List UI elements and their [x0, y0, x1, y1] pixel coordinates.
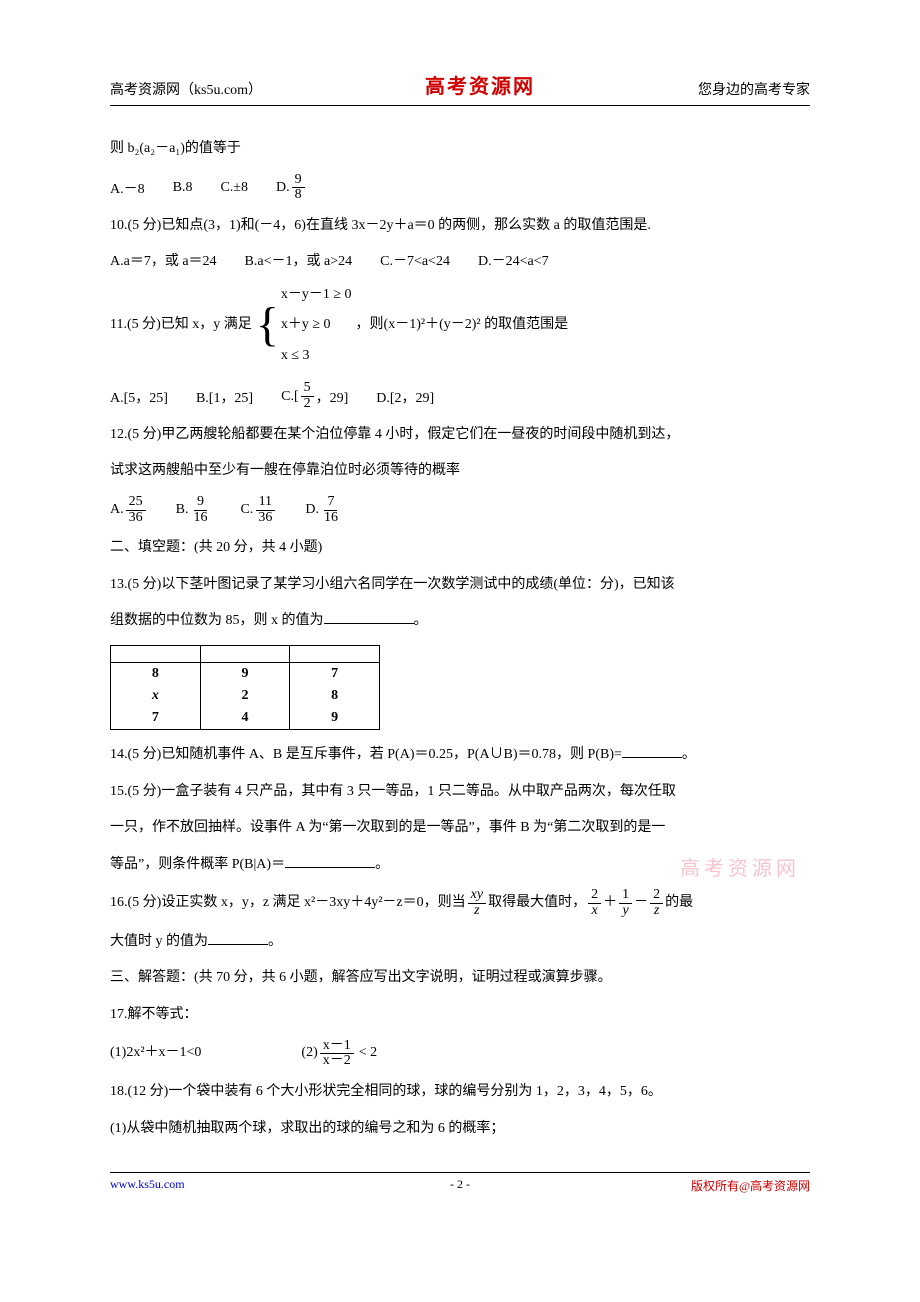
page-footer: www.ks5u.com - 2 - 版权所有@高考资源网: [110, 1172, 810, 1194]
blank-input[interactable]: [622, 743, 682, 758]
q10-opt-a: A.a＝7，或 a＝24: [110, 250, 217, 270]
q9-options: A.－8 B.8 C.±8 D. 9 8: [110, 173, 810, 203]
q9-stem: 则 b₂(a₂－a₁)的值等于: [110, 136, 810, 163]
q11-opt-a: A.[5，25]: [110, 387, 168, 407]
fraction: xyz: [468, 888, 486, 918]
q11-options: A.[5，25] B.[1，25] C.[ 5 2 ，29] D.[2，29]: [110, 381, 810, 411]
q10-options: A.a＝7，或 a＝24 B.a<－1，或 a>24 C.－7<a<24 D.－…: [110, 250, 810, 270]
footer-left-link[interactable]: www.ks5u.com: [110, 1177, 185, 1194]
footer-page-number: - 2 -: [450, 1177, 470, 1192]
q16-l1: 16.(5 分)设正实数 x，y，z 满足 x²－3xy＋4y²－z＝0，则当 …: [110, 888, 810, 918]
q12-l1: 12.(5 分)甲乙两艘轮船都要在某个泊位停靠 4 小时，假定它们在一昼夜的时间…: [110, 422, 810, 449]
q9-opt-a: A.－8: [110, 178, 145, 198]
q17-p1: (1)2x²＋x－1<0: [110, 1040, 201, 1067]
blank-input[interactable]: [208, 930, 268, 945]
section-3-title: 三、解答题：(共 70 分，共 6 小题，解答应写出文字说明，证明过程或演算步骤…: [110, 965, 810, 992]
fraction: 9 8: [292, 173, 305, 203]
left-brace-icon: {: [256, 301, 279, 349]
q10-opt-b: B.a<－1，或 a>24: [245, 250, 353, 270]
watermark-text: 高考资源网: [680, 850, 800, 888]
q11-opt-d: D.[2，29]: [376, 387, 434, 407]
q17-head: 17.解不等式：: [110, 1002, 810, 1029]
q15-l3: 等品”，则条件概率 P(B|A)＝。 高考资源网: [110, 852, 810, 879]
fraction: x－1 x－2: [320, 1039, 354, 1069]
table-row: x28: [111, 685, 380, 707]
q18-l1: 18.(12 分)一个袋中装有 6 个大小形状完全相同的球，球的编号分别为 1，…: [110, 1079, 810, 1106]
q16-l2: 大值时 y 的值为。: [110, 929, 810, 956]
stem-leaf-table: 897 x28 749: [110, 645, 380, 730]
q17-parts: (1)2x²＋x－1<0 (2) x－1 x－2 < 2: [110, 1039, 810, 1069]
q11-opt-b: B.[1，25]: [196, 387, 253, 407]
q13-l1: 13.(5 分)以下茎叶图记录了某学习小组六名同学在一次数学测试中的成绩(单位：…: [110, 572, 810, 599]
q10-opt-d: D.－24<a<7: [478, 250, 549, 270]
q13-l2: 组数据的中位数为 85，则 x 的值为。: [110, 608, 810, 635]
table-row: 897: [111, 663, 380, 686]
q11-opt-c: C.[ 5 2 ，29]: [281, 381, 348, 411]
q17-p2: (2) x－1 x－2 < 2: [301, 1039, 377, 1069]
q12-opt-a: A. 2536: [110, 495, 148, 525]
q9-opt-b: B.8: [173, 180, 193, 196]
q11-text: 11.(5 分)已知 x，y 满足 { x－y－1 ≥ 0 x＋y ≥ 0 x …: [110, 280, 810, 372]
blank-input[interactable]: [324, 609, 414, 624]
q15-l2: 一只，作不放回抽样。设事件 A 为“第一次取到的是一等品”，事件 B 为“第二次…: [110, 815, 810, 842]
q15-l1: 15.(5 分)一盒子装有 4 只产品，其中有 3 只一等品，1 只二等品。从中…: [110, 779, 810, 806]
q18-l2: (1)从袋中随机抽取两个球，求取出的球的编号之和为 6 的概率；: [110, 1116, 810, 1143]
q10-opt-c: C.－7<a<24: [380, 250, 450, 270]
q12-opt-d: D. 716: [305, 495, 343, 525]
header-left: 高考资源网（ks5u.com）: [110, 79, 262, 99]
q9-opt-d: D. 9 8: [276, 173, 307, 203]
q14-text: 14.(5 分)已知随机事件 A、B 是互斥事件，若 P(A)＝0.25，P(A…: [110, 742, 810, 769]
page-header: 高考资源网（ks5u.com） 高考资源网 您身边的高考专家: [110, 70, 810, 106]
header-right: 您身边的高考专家: [698, 79, 810, 99]
table-row: 749: [111, 707, 380, 730]
q9-opt-c: C.±8: [220, 180, 248, 196]
header-center-logo: 高考资源网: [425, 70, 535, 99]
footer-copyright: 版权所有@高考资源网: [691, 1177, 810, 1194]
q12-opt-b: B. 916: [176, 495, 213, 525]
q12-l2: 试求这两艘船中至少有一艘在停靠泊位时必须等待的概率: [110, 458, 810, 485]
fraction: 5 2: [301, 381, 314, 411]
inequality-system: { x－y－1 ≥ 0 x＋y ≥ 0 x ≤ 3: [256, 280, 352, 372]
section-2-title: 二、填空题：(共 20 分，共 4 小题): [110, 535, 810, 562]
blank-input[interactable]: [285, 853, 375, 868]
q12-options: A. 2536 B. 916 C. 1136 D. 716: [110, 495, 810, 525]
q12-opt-c: C. 1136: [240, 495, 277, 525]
q10-text: 10.(5 分)已知点(3，1)和(－4，6)在直线 3x－2y＋a＝0 的两侧…: [110, 213, 810, 240]
